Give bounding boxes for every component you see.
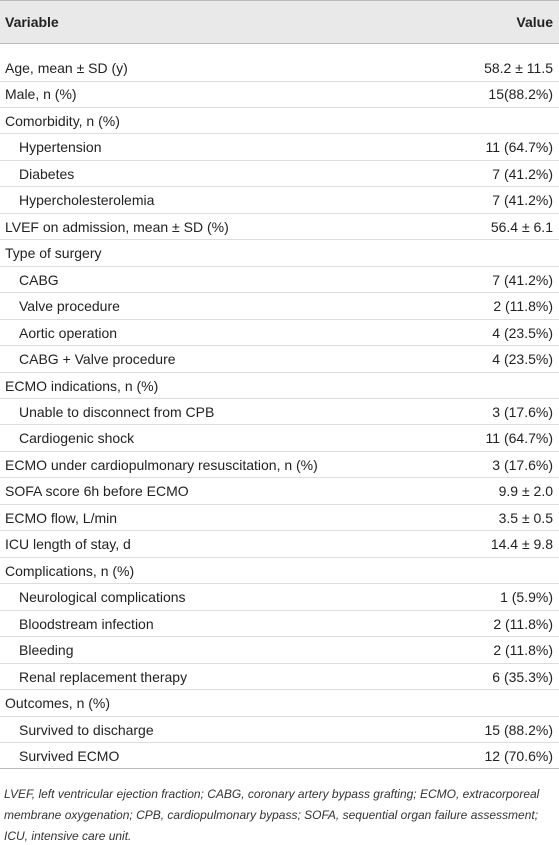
variable-cell: Bloodstream infection xyxy=(19,615,154,632)
table-row: Hypercholesterolemia 7 (41.2%) xyxy=(0,187,559,214)
table-row: Age, mean ± SD (y) 58.2 ± 11.5 xyxy=(0,55,559,82)
value-cell: 58.2 ± 11.5 xyxy=(484,60,553,76)
variable-cell: LVEF on admission, mean ± SD (%) xyxy=(5,218,229,235)
variable-cell: Cardiogenic shock xyxy=(19,430,135,447)
table-row: Survived to discharge 15 (88.2%) xyxy=(0,717,559,743)
table-row: Diabetes 7 (41.2%) xyxy=(0,161,559,188)
table-row: Unable to disconnect from CPB 3 (17.6%) xyxy=(0,399,559,426)
table-row: Outcomes, n (%) xyxy=(0,690,559,717)
table-row: Type of surgery xyxy=(0,240,559,267)
variable-cell: Unable to disconnect from CPB xyxy=(19,403,215,420)
table-row: Male, n (%) 15(88.2%) xyxy=(0,81,559,108)
variable-cell: Aortic operation xyxy=(19,324,118,341)
variable-cell: Male, n (%) xyxy=(5,86,77,103)
value-cell: 14.4 ± 9.8 xyxy=(490,536,553,553)
table-row: Survived ECMO 12 (70.6%) xyxy=(0,743,559,770)
value-cell: 6 (35.3%) xyxy=(492,668,553,685)
table-row: Cardiogenic shock 11 (64.7%) xyxy=(0,425,559,452)
value-cell: 2 (11.8%) xyxy=(493,642,553,659)
variable-cell: Type of surgery xyxy=(5,245,102,262)
value-cell: 3 (17.6%) xyxy=(492,403,553,420)
table-row: Neurological complications 1 (5.9%) xyxy=(0,584,559,611)
variable-cell: Comorbidity, n (%) xyxy=(5,112,120,129)
value-cell: 7 (41.2%) xyxy=(492,271,553,288)
table-row: SOFA score 6h before ECMO 9.9 ± 2.0 xyxy=(0,478,559,505)
table-row: Renal replacement therapy 6 (35.3%) xyxy=(0,664,559,691)
variable-cell: Hypercholesterolemia xyxy=(19,192,155,209)
table-row: LVEF on admission, mean ± SD (%) 56.4 ± 6… xyxy=(0,214,559,241)
variable-cell: SOFA score 6h before ECMO xyxy=(5,483,189,500)
table-row: ECMO indications, n (%) xyxy=(0,373,559,400)
table-row: Bleeding 2 (11.8%) xyxy=(0,637,559,664)
variable-cell: ECMO under cardiopulmonary resuscitation… xyxy=(5,456,318,473)
variable-cell: Diabetes xyxy=(19,165,75,182)
variable-cell: ECMO flow, L/min xyxy=(5,509,118,526)
value-cell: 15 (88.2%) xyxy=(484,721,553,738)
variable-cell: Survived to discharge xyxy=(19,721,154,738)
variable-cell: Survived ECMO xyxy=(19,747,120,764)
value-cell: 4 (23.5%) xyxy=(492,351,553,368)
value-cell: 15(88.2%) xyxy=(488,86,553,103)
value-cell: 2 (11.8%) xyxy=(493,298,553,315)
header-cell: Variable xyxy=(5,14,59,30)
variable-cell: Bleeding xyxy=(19,642,74,659)
variable-cell: CABG + Valve procedure xyxy=(19,351,176,368)
variable-cell: Age, mean ± SD (y) xyxy=(5,60,128,76)
header-cell: Value xyxy=(516,14,553,30)
table-header: Variable Value xyxy=(0,0,559,44)
table-row: ICU length of stay, d 14.4 ± 9.8 xyxy=(0,531,559,558)
variable-cell: Valve procedure xyxy=(19,298,120,315)
variable-cell: Neurological complications xyxy=(19,589,186,606)
variable-cell: CABG xyxy=(19,271,59,288)
value-cell: 2 (11.8%) xyxy=(493,615,553,632)
table-row: Valve procedure 2 (11.8%) xyxy=(0,293,559,320)
table-row: CABG 7 (41.2%) xyxy=(0,267,559,294)
value-cell: 11 (64.7%) xyxy=(485,430,553,447)
variable-cell: Outcomes, n (%) xyxy=(5,695,111,712)
table-row: Aortic operation 4 (23.5%) xyxy=(0,320,559,347)
value-cell: 11 (64.7%) xyxy=(485,139,553,156)
variable-cell: Complications, n (%) xyxy=(5,562,135,579)
value-cell: 7 (41.2%) xyxy=(492,165,553,182)
value-cell: 7 (41.2%) xyxy=(492,192,553,209)
value-cell: 1 (5.9%) xyxy=(500,589,553,606)
table-row: Hypertension 11 (64.7%) xyxy=(0,134,559,161)
table-row: Comorbidity, n (%) xyxy=(0,108,559,135)
value-cell: 9.9 ± 2.0 xyxy=(498,483,553,500)
value-cell: 4 (23.5%) xyxy=(492,324,553,341)
variable-cell: Renal replacement therapy xyxy=(19,668,188,685)
table-row: Complications, n (%) xyxy=(0,558,559,585)
value-cell: 56.4 ± 6.1 xyxy=(490,218,553,235)
variable-cell: ICU length of stay, d xyxy=(5,536,131,553)
variable-cell: Hypertension xyxy=(19,139,102,156)
table-row: Bloodstream infection 2 (11.8%) xyxy=(0,611,559,638)
value-cell: 3.5 ± 0.5 xyxy=(498,509,553,526)
variable-cell: ECMO indications, n (%) xyxy=(5,377,159,394)
table-row: ECMO flow, L/min 3.5 ± 0.5 xyxy=(0,505,559,532)
value-cell: 12 (70.6%) xyxy=(484,747,553,764)
value-cell: 3 (17.6%) xyxy=(492,456,553,473)
table-row: CABG + Valve procedure 4 (23.5%) xyxy=(0,346,559,373)
footnote: LVEF, left ventricular ejection fraction… xyxy=(4,787,540,843)
table-row: ECMO under cardiopulmonary resuscitation… xyxy=(0,452,559,479)
